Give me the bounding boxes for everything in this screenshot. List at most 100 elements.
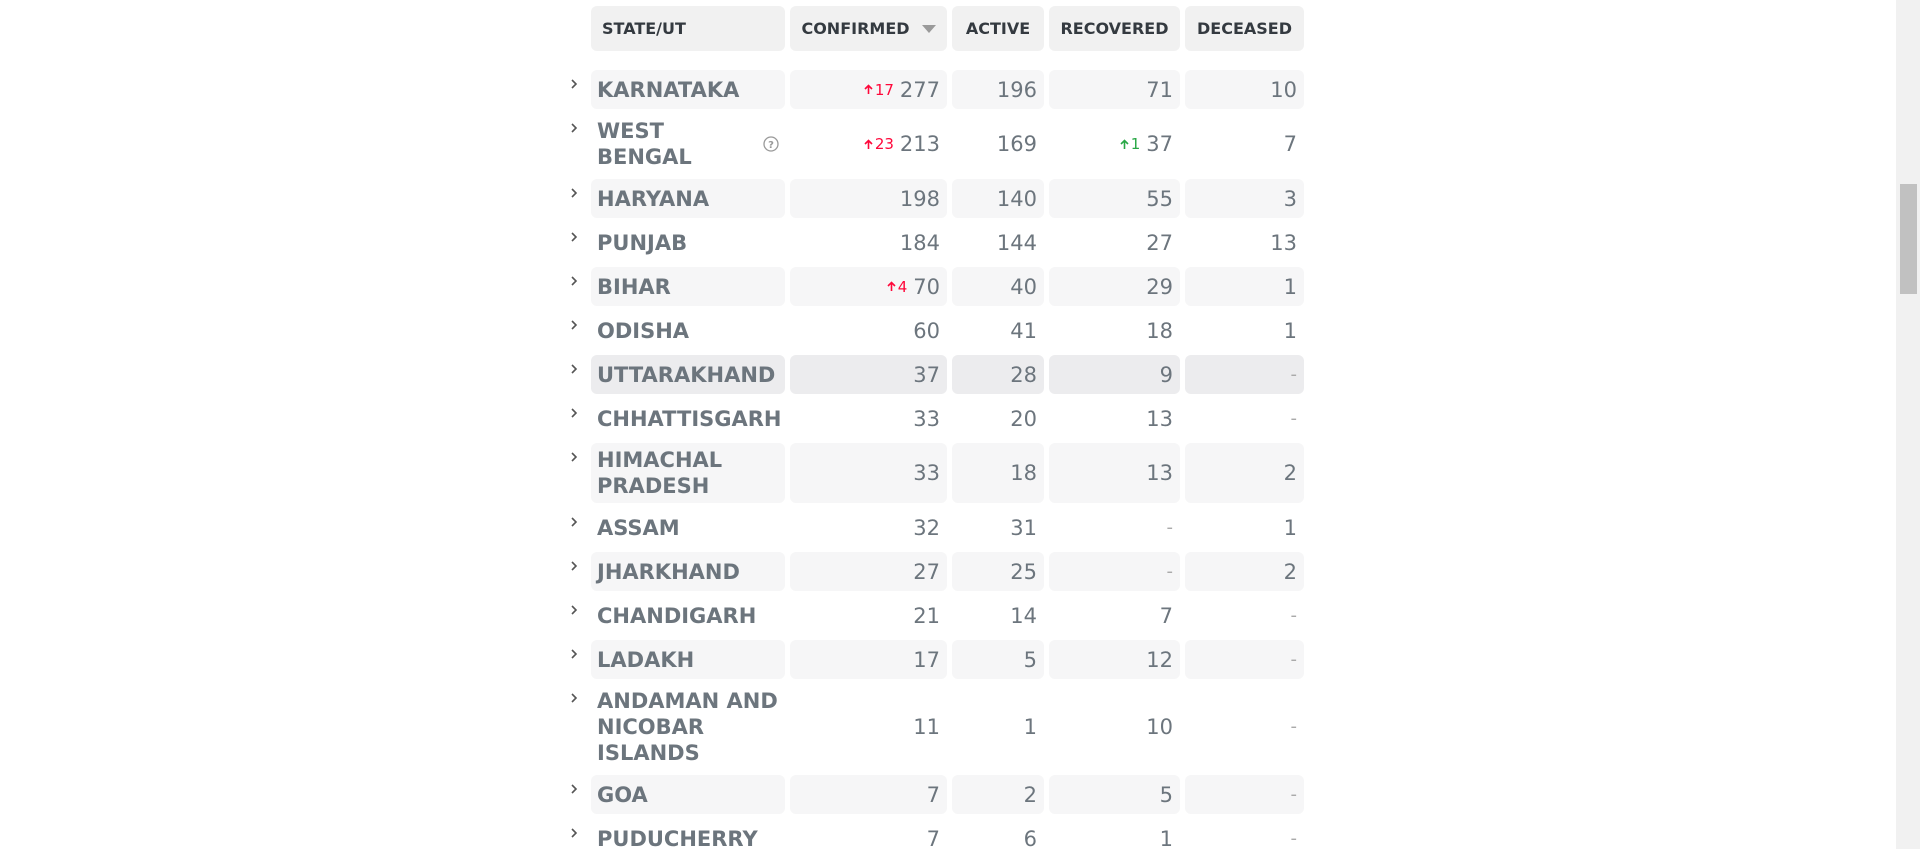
state-name: KARNATAKA [597, 77, 740, 102]
delta-value: 17 [874, 80, 894, 99]
info-icon[interactable]: ? [762, 135, 779, 153]
confirmed-cell: 11 [790, 684, 947, 770]
recovered-value: - [1166, 516, 1174, 538]
deceased-cell: 13 [1185, 223, 1304, 262]
expand-chevron[interactable] [566, 646, 582, 662]
expand-chevron[interactable] [566, 690, 582, 706]
column-header[interactable]: ACTIVE [952, 6, 1044, 51]
confirmed-value: 198 [899, 186, 940, 211]
deceased-value: - [1290, 407, 1298, 429]
recovered-value: 1 [1159, 826, 1173, 851]
table-row[interactable]: ODISHA 60 41 18 1 [571, 311, 1304, 350]
column-header-text: ACTIVE [965, 19, 1031, 38]
state-cell: CHANDIGARH [591, 596, 785, 635]
active-value: 31 [1010, 515, 1037, 540]
confirmed-cell: 7 [790, 819, 947, 858]
column-header[interactable]: DECEASED [1185, 6, 1304, 51]
active-value: 6 [1023, 826, 1037, 851]
state-name: HIMACHAL PRADESH [597, 448, 723, 498]
confirmed-value: 33 [913, 461, 940, 485]
deceased-cell: 7 [1185, 114, 1304, 174]
state-name: LADAKH [597, 647, 695, 672]
scrollbar[interactable] [1896, 0, 1920, 849]
expand-chevron[interactable] [566, 229, 582, 245]
table-body: KARNATAKA 17 277 196 71 10 WEST BENGAL? 23 213 16… [571, 70, 1304, 863]
confirmed-value: 7 [926, 782, 940, 807]
expand-chevron[interactable] [566, 825, 582, 841]
active-cell: 144 [952, 223, 1044, 262]
recovered-cell: 13 [1049, 399, 1180, 438]
deceased-value: 7 [1283, 132, 1297, 156]
active-value: 140 [996, 186, 1037, 211]
recovered-value: 18 [1146, 318, 1173, 343]
state-name: WEST BENGAL [597, 119, 692, 169]
table-row[interactable]: KARNATAKA 17 277 196 71 10 [571, 70, 1304, 109]
expand-chevron[interactable] [566, 361, 582, 377]
state-cell: GOA [591, 775, 785, 814]
active-value: 169 [996, 132, 1037, 156]
table-row[interactable]: GOA 7 2 5 - [571, 775, 1304, 814]
state-name: GOA [597, 782, 648, 807]
deceased-value: 1 [1283, 318, 1297, 343]
recovered-cell: 71 [1049, 70, 1180, 109]
confirmed-cell: 17 277 [790, 70, 947, 109]
expand-chevron[interactable] [566, 185, 582, 201]
expand-chevron[interactable] [566, 405, 582, 421]
state-name: UTTARAKHAND [597, 362, 776, 387]
expand-chevron[interactable] [566, 317, 582, 333]
table-row[interactable]: JHARKHAND 27 25 - 2 [571, 552, 1304, 591]
table-row[interactable]: CHHATTISGARH 33 20 13 - [571, 399, 1304, 438]
active-value: 20 [1010, 406, 1037, 431]
table-row[interactable]: PUDUCHERRY 7 6 1 - [571, 819, 1304, 858]
deceased-value: - [1290, 716, 1298, 737]
recovered-value: 13 [1146, 461, 1173, 485]
table-row[interactable]: HARYANA 198 140 55 3 [571, 179, 1304, 218]
confirmed-cell: 60 [790, 311, 947, 350]
expand-chevron[interactable] [566, 514, 582, 530]
table-row[interactable]: WEST BENGAL? 23 213 169 1 37 7 [571, 114, 1304, 174]
column-header[interactable]: RECOVERED [1049, 6, 1180, 51]
expand-chevron[interactable] [566, 781, 582, 797]
expand-chevron[interactable] [566, 120, 582, 136]
state-cell: LADAKH [591, 640, 785, 679]
active-cell: 14 [952, 596, 1044, 635]
deceased-cell: - [1185, 596, 1304, 635]
table-row[interactable]: ANDAMAN AND NICOBAR ISLANDS 11 1 10- [571, 684, 1304, 770]
state-cell: CHHATTISGARH [591, 399, 785, 438]
column-header[interactable]: STATE/UT [591, 6, 785, 51]
table-row[interactable]: HIMACHAL PRADESH 33 18 13 2 [571, 443, 1304, 503]
expand-chevron[interactable] [566, 602, 582, 618]
confirmed-value: 37 [913, 362, 940, 387]
table-row[interactable]: PUNJAB 184 144 27 13 [571, 223, 1304, 262]
active-value: 41 [1010, 318, 1037, 343]
active-value: 2 [1023, 782, 1037, 807]
recovered-cell: 29 [1049, 267, 1180, 306]
delta-arrow [864, 84, 873, 94]
table-row[interactable]: ASSAM 32 31 - 1 [571, 508, 1304, 547]
recovered-cell: 1 37 [1049, 114, 1180, 174]
confirmed-value: 277 [899, 77, 940, 102]
state-cell: ANDAMAN AND NICOBAR ISLANDS [591, 684, 785, 770]
delta: 23 [864, 131, 894, 157]
recovered-cell: 13 [1049, 443, 1180, 503]
scrollbar-thumb[interactable] [1900, 184, 1917, 294]
delta-arrow [887, 281, 896, 291]
table-row[interactable]: LADAKH 17 5 12 - [571, 640, 1304, 679]
state-cell: HARYANA [591, 179, 785, 218]
delta-value: 4 [897, 277, 908, 296]
table-row[interactable]: UTTARAKHAND 37 28 9 - [571, 355, 1304, 394]
state-cell: HIMACHAL PRADESH [591, 443, 785, 503]
active-cell: 31 [952, 508, 1044, 547]
active-cell: 5 [952, 640, 1044, 679]
expand-chevron[interactable] [566, 76, 582, 92]
expand-chevron[interactable] [566, 449, 582, 465]
expand-chevron[interactable] [566, 558, 582, 574]
state-name: CHANDIGARH [597, 603, 757, 628]
recovered-cell: 7 [1049, 596, 1180, 635]
expand-chevron[interactable] [566, 273, 582, 289]
column-header[interactable]: CONFIRMED [790, 6, 947, 51]
table-row[interactable]: BIHAR 4 70 40 29 1 [571, 267, 1304, 306]
table-row[interactable]: CHANDIGARH 21 14 7 - [571, 596, 1304, 635]
deceased-cell: - [1185, 399, 1304, 438]
